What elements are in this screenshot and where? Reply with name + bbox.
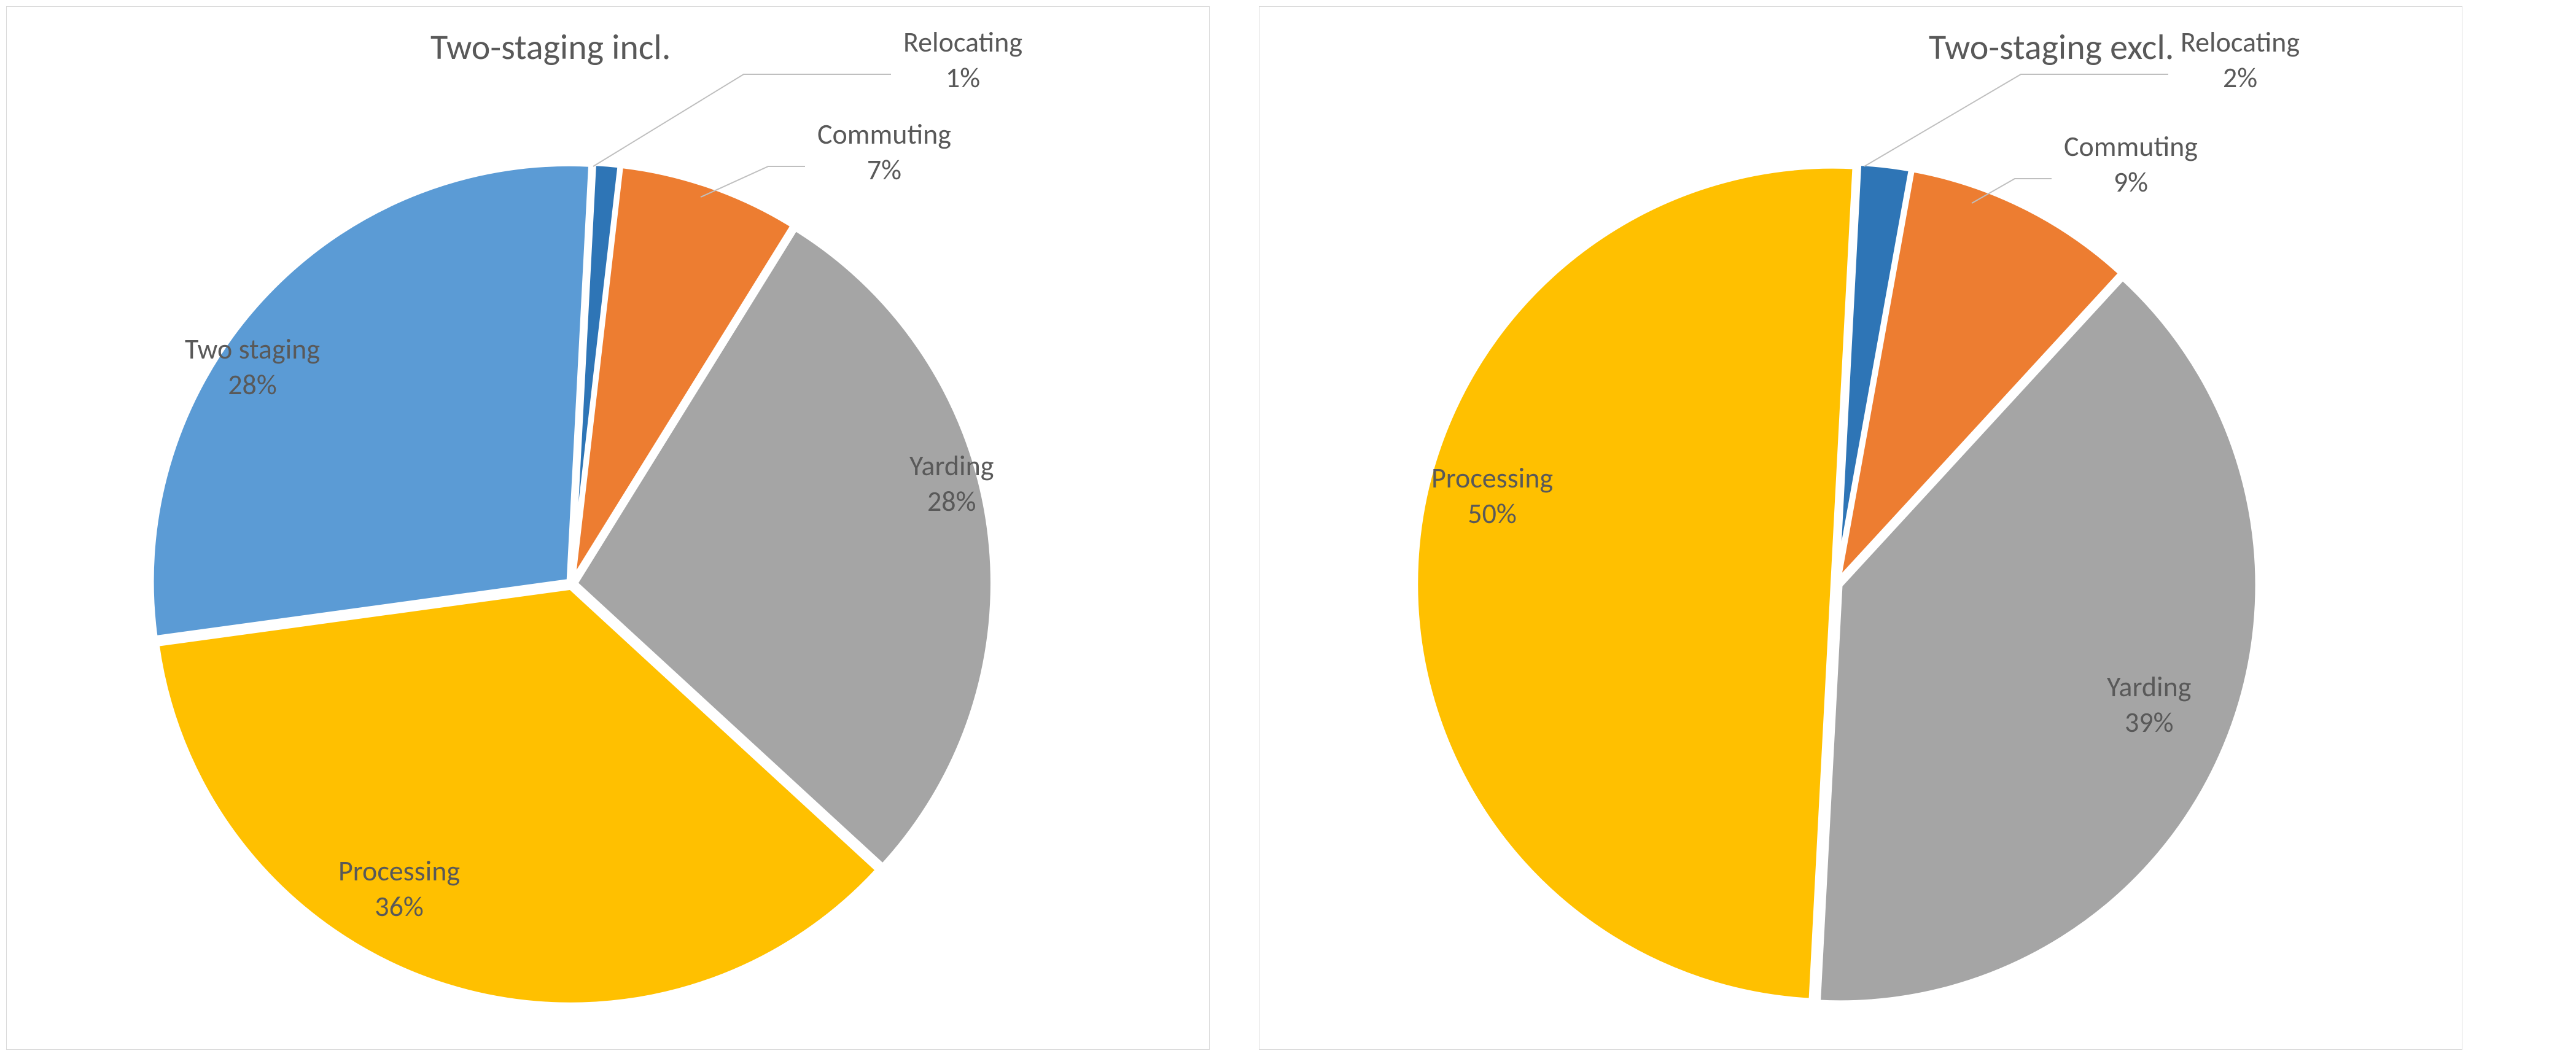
slice-label: Commuting7% — [817, 117, 951, 188]
slice-label: Yarding39% — [2107, 670, 2191, 740]
slice-label-value: 1% — [903, 61, 1022, 96]
slice-label: Two staging28% — [185, 332, 320, 403]
pie-slice — [1415, 166, 1854, 1001]
chart-panel-left: Two-staging incl.Relocating1%Commuting7%… — [6, 6, 1210, 1050]
slice-label: Relocating2% — [2181, 25, 2300, 96]
slice-label-name: Commuting — [817, 117, 951, 153]
slice-label-name: Processing — [338, 854, 460, 890]
slice-label: Yarding28% — [909, 449, 994, 519]
slice-label-value: 28% — [909, 484, 994, 520]
slice-label-value: 9% — [2064, 165, 2198, 201]
slice-label: Commuting9% — [2064, 130, 2198, 200]
slice-label-name: Yarding — [909, 449, 994, 484]
slice-label-value: 7% — [817, 153, 951, 188]
slice-label-name: Processing — [1431, 461, 1553, 497]
slice-label-value: 39% — [2107, 705, 2191, 741]
slice-label: Processing36% — [338, 854, 460, 925]
slice-label-value: 2% — [2181, 61, 2300, 96]
slice-label-name: Relocating — [2181, 25, 2300, 61]
slice-label-value: 50% — [1431, 497, 1553, 532]
slice-label-name: Relocating — [903, 25, 1022, 61]
slice-label-name: Two staging — [185, 332, 320, 368]
slice-label: Processing50% — [1431, 461, 1553, 532]
slice-label-name: Yarding — [2107, 670, 2191, 705]
slice-label: Relocating1% — [903, 25, 1022, 96]
pie-svg — [7, 7, 1210, 1050]
slice-label-value: 28% — [185, 368, 320, 403]
chart-panel-right: Two-staging excl.Relocating2%Commuting9%… — [1259, 6, 2462, 1050]
slice-label-name: Commuting — [2064, 130, 2198, 165]
slice-label-value: 36% — [338, 890, 460, 925]
